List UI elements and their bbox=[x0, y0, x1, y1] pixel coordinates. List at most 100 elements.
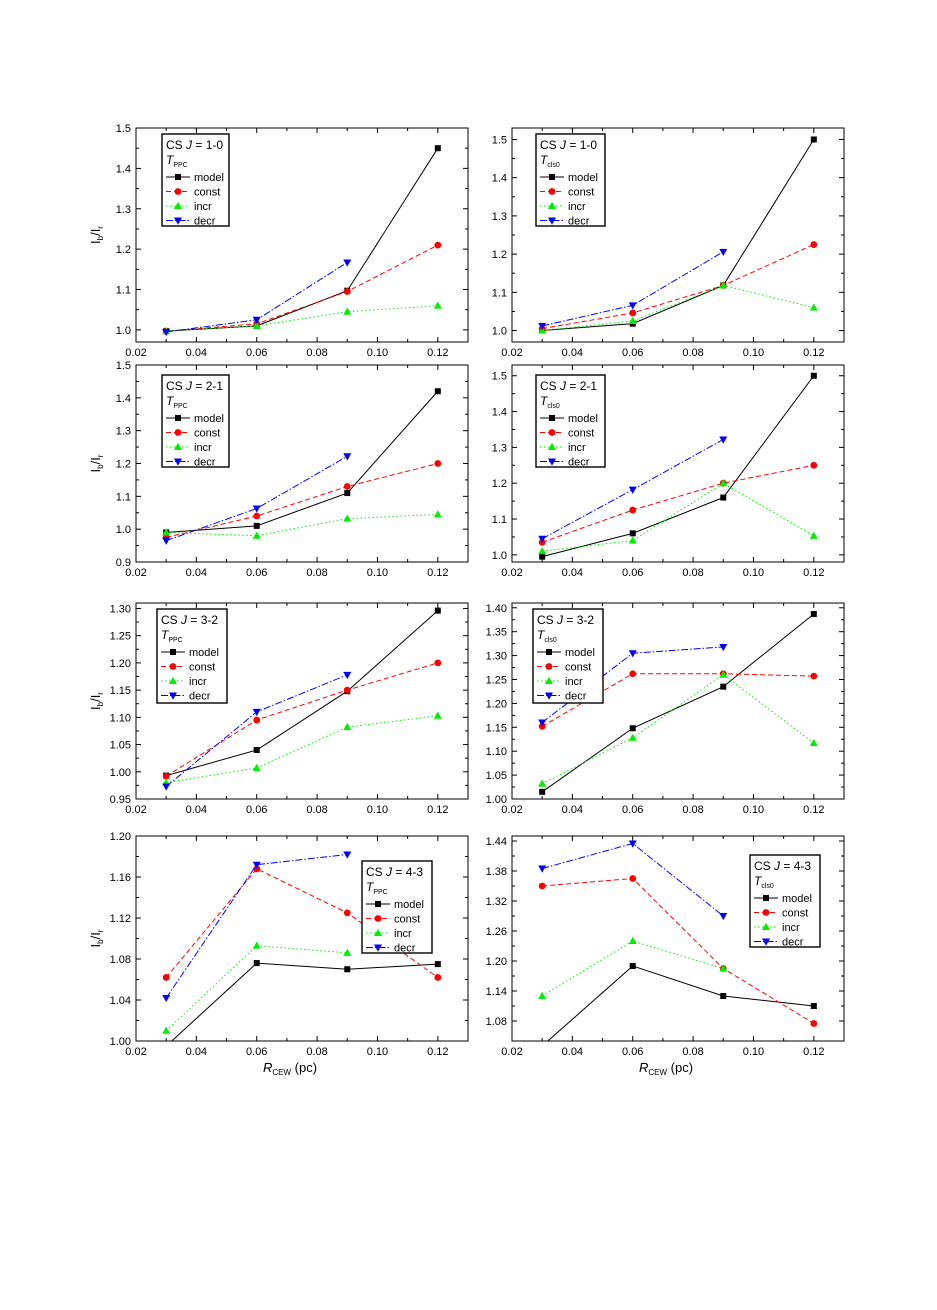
series-line-incr bbox=[166, 513, 438, 537]
legend-marker-model bbox=[375, 901, 381, 907]
y-tick-label: 1.12 bbox=[110, 913, 131, 925]
point-model bbox=[720, 993, 727, 999]
legend-title: CS J = 4-3 bbox=[754, 859, 811, 873]
x-tick-label: 0.06 bbox=[246, 567, 267, 579]
series-line-model bbox=[166, 390, 439, 533]
x-tick-label: 0.10 bbox=[367, 347, 388, 359]
y-tick-label: 1.26 bbox=[486, 926, 507, 938]
point-model bbox=[720, 683, 727, 690]
point-model bbox=[253, 522, 260, 529]
y-tick-label: 1.2 bbox=[116, 459, 131, 471]
plot-frame bbox=[511, 364, 845, 563]
x-tick-label: 0.08 bbox=[682, 804, 703, 816]
chart-panel-2: 0.02 0.04 0.06 0.08 0.10 0.12 1.0 1.1 1.2 1.3 1.4 1… bbox=[492, 127, 845, 359]
legend-marker-const bbox=[548, 429, 556, 436]
x-tick-label: 0.10 bbox=[743, 567, 764, 579]
y-tick-label: 1.0 bbox=[116, 325, 131, 337]
y-axis-title: Ib/Ir bbox=[88, 226, 105, 244]
legend-marker-const bbox=[374, 915, 382, 922]
point-const bbox=[629, 875, 637, 882]
legend-label-incr: incr bbox=[194, 201, 212, 213]
point-incr bbox=[719, 479, 728, 487]
y-tick-label: 1.05 bbox=[110, 740, 131, 752]
legend-title: CS J = 3-2 bbox=[537, 613, 594, 627]
legend-marker-model bbox=[549, 415, 555, 421]
legend-label-const: const bbox=[394, 914, 420, 926]
legend-marker-const bbox=[548, 188, 556, 195]
series-line-incr bbox=[166, 305, 438, 332]
x-tick-label: 0.04 bbox=[186, 347, 207, 359]
point-incr bbox=[162, 528, 171, 536]
series-line-incr bbox=[166, 715, 438, 784]
legend-marker-model bbox=[546, 649, 552, 655]
legend-subtitle: TPPC bbox=[166, 153, 188, 169]
legend-marker-model bbox=[170, 649, 176, 655]
point-incr bbox=[252, 321, 261, 329]
point-incr bbox=[628, 936, 637, 944]
point-decr bbox=[628, 302, 637, 310]
x-tick-label: 0.02 bbox=[501, 567, 522, 579]
y-tick-label: 1.08 bbox=[110, 954, 131, 966]
legend-label-incr: incr bbox=[782, 922, 800, 934]
point-incr bbox=[343, 514, 352, 522]
legend-marker-decr bbox=[762, 938, 770, 946]
y-tick-label: 1.1 bbox=[492, 514, 507, 526]
series-line-decr bbox=[166, 455, 348, 542]
legend-box bbox=[532, 608, 604, 704]
x-tick-label: 0.04 bbox=[562, 347, 583, 359]
point-incr bbox=[433, 301, 442, 309]
y-tick-label: 1.4 bbox=[492, 407, 507, 419]
y-tick-label: 1.1 bbox=[492, 287, 507, 299]
y-tick-label: 1.30 bbox=[486, 651, 507, 663]
x-axis-title: RCEW (pc) bbox=[639, 1060, 693, 1077]
point-decr bbox=[343, 671, 352, 680]
legend-marker-incr bbox=[545, 676, 553, 684]
legend-label-incr: incr bbox=[189, 676, 207, 688]
x-tick-label: 0.02 bbox=[501, 804, 522, 816]
series-line-decr bbox=[165, 853, 348, 999]
legend-label-const: const bbox=[782, 908, 808, 920]
point-model bbox=[434, 145, 441, 152]
y-tick-label: 1.25 bbox=[110, 631, 131, 643]
point-incr bbox=[433, 711, 442, 719]
point-model bbox=[539, 553, 546, 560]
y-tick-label: 1.3 bbox=[116, 426, 131, 438]
x-tick-label: 0.02 bbox=[125, 347, 146, 359]
legend-title: CS J = 1-0 bbox=[540, 138, 597, 152]
point-model bbox=[163, 1043, 169, 1049]
y-tick-label: 1.3 bbox=[492, 211, 507, 223]
point-const bbox=[253, 716, 261, 724]
legend-label-decr: decr bbox=[189, 691, 211, 703]
y-tick-label: 1.04 bbox=[110, 995, 131, 1007]
y-axis-title: Ib/Ir bbox=[88, 454, 105, 472]
series-group bbox=[538, 840, 818, 1041]
legend-label-incr: incr bbox=[194, 442, 212, 454]
x-tick-label: 0.12 bbox=[427, 567, 448, 579]
series-line-incr bbox=[541, 940, 724, 997]
plot-frame bbox=[511, 835, 845, 1042]
point-decr bbox=[719, 913, 728, 921]
series-group bbox=[162, 145, 442, 337]
point-model bbox=[629, 725, 636, 732]
x-tick-label: 0.08 bbox=[306, 347, 327, 359]
point-decr bbox=[252, 861, 261, 869]
series-line-const bbox=[542, 877, 815, 1024]
legend-marker-incr bbox=[548, 442, 556, 450]
legend-label-const: const bbox=[194, 187, 220, 199]
point-incr bbox=[628, 316, 637, 324]
point-incr bbox=[719, 964, 728, 972]
legend-marker-incr bbox=[169, 676, 177, 684]
point-decr bbox=[538, 719, 547, 727]
point-incr bbox=[538, 779, 547, 787]
x-tick-label: 0.12 bbox=[427, 804, 448, 816]
point-incr bbox=[343, 722, 352, 731]
x-tick-label: 0.04 bbox=[186, 804, 207, 816]
legend-subtitle: TPPC bbox=[161, 628, 183, 644]
point-incr bbox=[252, 941, 261, 949]
y-tick-label: 1.35 bbox=[486, 627, 507, 639]
x-tick-label: 0.02 bbox=[501, 347, 522, 359]
x-tick-label: 0.12 bbox=[427, 1046, 448, 1058]
y-tick-label: 1.14 bbox=[486, 986, 507, 998]
legend-title: CS J = 2-1 bbox=[540, 379, 597, 393]
